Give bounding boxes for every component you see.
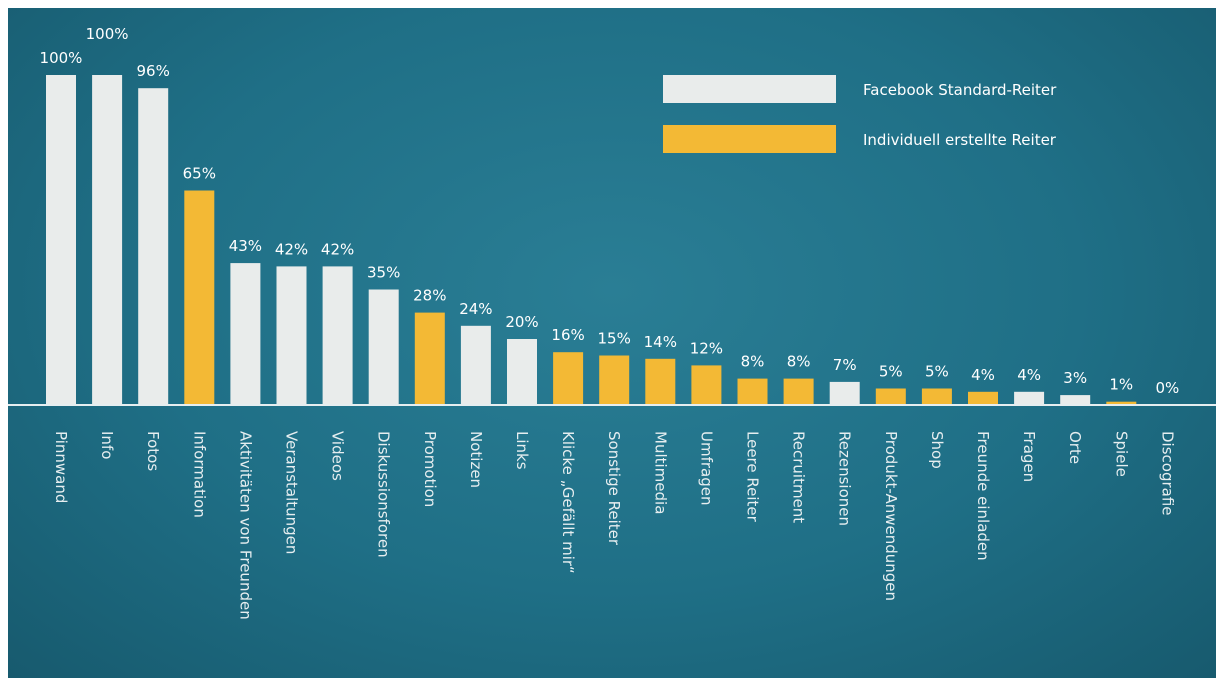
bar-value-label: 14%: [644, 333, 677, 351]
legend-label-custom: Individuell erstellte Reiter: [863, 131, 1057, 149]
category-label: Spiele: [1112, 431, 1130, 477]
bar-value-label: 8%: [741, 353, 765, 371]
bar: [599, 355, 630, 405]
bar-value-label: 5%: [925, 363, 949, 381]
bar-value-label: 65%: [183, 165, 216, 183]
category-label: Info: [98, 431, 116, 459]
bar-value-label: 4%: [1017, 366, 1041, 384]
category-label: Discografie: [1158, 431, 1176, 516]
category-label: Rezensionen: [836, 431, 854, 526]
bar-value-label: 7%: [833, 356, 857, 374]
bar: [46, 75, 76, 405]
legend-swatch-standard: [663, 75, 836, 103]
legend: Facebook Standard-Reiter Individuell ers…: [663, 75, 1057, 153]
bar-value-label: 20%: [505, 313, 538, 331]
bar: [507, 339, 537, 405]
bar-value-label: 0%: [1156, 379, 1180, 397]
category-label: Pinnwand: [52, 431, 70, 503]
bar-value-label: 35%: [367, 264, 400, 282]
bar: [368, 289, 399, 405]
category-label: Diskussionsforen: [375, 431, 393, 558]
bar: [553, 352, 584, 405]
category-label: Sonstige Reiter: [605, 431, 623, 546]
bar: [968, 391, 998, 405]
bar-value-label: 28%: [413, 287, 446, 305]
bar-value-label: 24%: [459, 300, 492, 318]
bar: [276, 266, 307, 405]
category-label: Notizen: [467, 431, 485, 488]
bar: [783, 378, 814, 405]
bar-value-label: 16%: [551, 326, 584, 344]
bar: [1060, 395, 1091, 405]
bar: [921, 388, 952, 405]
bar-value-label: 8%: [787, 353, 811, 371]
bar-value-label: 4%: [971, 366, 995, 384]
bar: [184, 190, 215, 405]
bar: [138, 88, 169, 405]
category-label: Veranstaltungen: [283, 431, 301, 554]
category-label: Aktivitäten von Freunden: [236, 431, 254, 620]
legend-label-standard: Facebook Standard-Reiter: [863, 81, 1057, 99]
category-label: Leere Reiter: [744, 431, 762, 523]
bar: [737, 378, 768, 405]
category-label: Freunde einladen: [974, 431, 992, 561]
category-label: Recruitment: [790, 431, 808, 523]
category-label: Multimedia: [651, 431, 669, 514]
bar: [875, 388, 906, 405]
legend-swatch-custom: [663, 125, 836, 153]
bar: [230, 263, 261, 405]
bar-value-label: 15%: [598, 330, 631, 348]
bar-value-label: 100%: [40, 49, 83, 67]
bar: [691, 365, 722, 405]
bar-value-label: 1%: [1109, 376, 1133, 394]
bar-value-label: 43%: [229, 237, 262, 255]
chart-panel: 100% 100% 96% 65% 43% 42% 42% 35% 28% 24% 20% 16% 15…: [8, 8, 1216, 678]
value-labels-group: 100%100% 96% 65% 43% 42% 42% 35% 28% 24% 20% 16% 15…: [40, 25, 1180, 397]
category-label: Klicke „Gefällt mir“: [559, 431, 577, 574]
bar-value-label: 12%: [690, 339, 723, 357]
category-label: Videos: [329, 431, 347, 481]
category-label: Fotos: [144, 431, 162, 471]
category-label: Shop: [928, 431, 946, 469]
category-label: Fragen: [1020, 431, 1038, 482]
bar: [92, 75, 123, 405]
bar: [645, 358, 676, 405]
bar: [829, 381, 860, 405]
category-label: Umfragen: [697, 431, 715, 506]
category-labels-group: Pinnwand Info Fotos Information Aktivitäten …: [52, 431, 1176, 620]
bar: [1106, 401, 1137, 405]
bar-value-label: 100%: [86, 25, 129, 43]
category-label: Produkt-Anwendungen: [882, 431, 900, 601]
category-label: Promotion: [421, 431, 439, 507]
bar-value-label: 42%: [275, 240, 308, 258]
bar-value-label: 5%: [879, 363, 903, 381]
bar: [1014, 391, 1045, 405]
bar-value-label: 42%: [321, 240, 354, 258]
bars-group: [46, 75, 1137, 405]
bar-value-label: 96%: [137, 62, 170, 80]
bar: [460, 325, 491, 405]
category-label: Orte: [1066, 431, 1084, 464]
bar-value-label: 3%: [1063, 369, 1087, 387]
bar: [322, 266, 353, 405]
bar: [414, 312, 445, 405]
bar-chart: 100%100% 96% 65% 43% 42% 42% 35% 28% 24% 20% 16% 15…: [8, 25, 1216, 620]
category-label: Links: [513, 431, 531, 470]
category-label: Information: [190, 431, 208, 518]
